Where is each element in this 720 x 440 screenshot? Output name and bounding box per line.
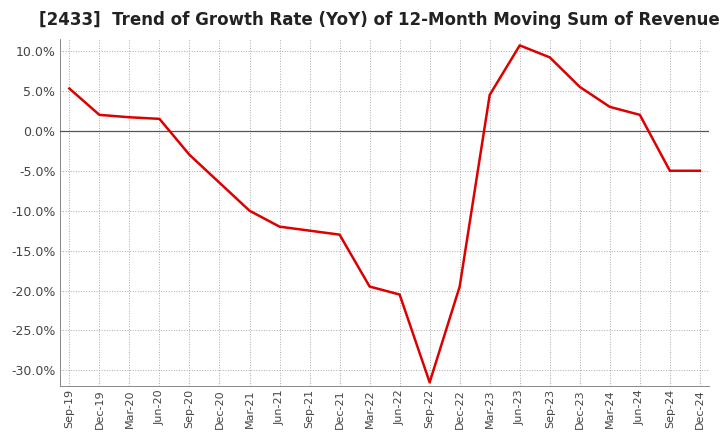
Title: [2433]  Trend of Growth Rate (YoY) of 12-Month Moving Sum of Revenues: [2433] Trend of Growth Rate (YoY) of 12-… <box>40 11 720 29</box>
